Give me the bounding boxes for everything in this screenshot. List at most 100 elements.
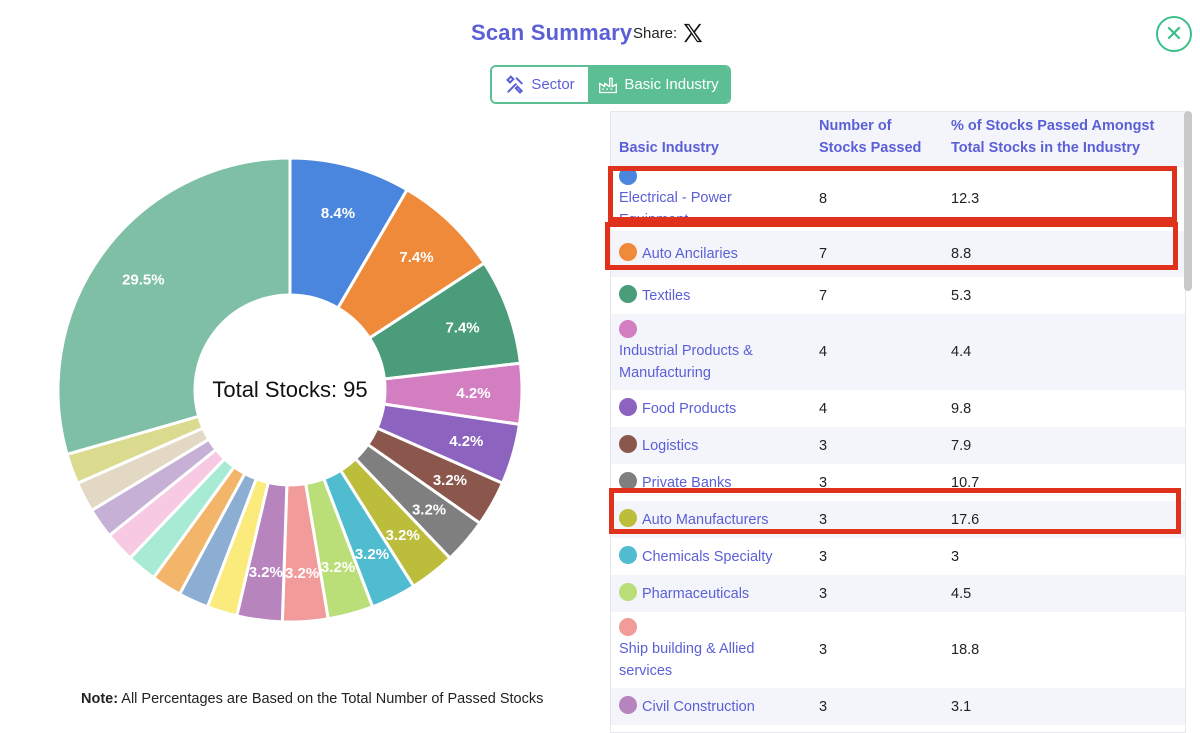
pct-cell: 7.9 bbox=[951, 437, 972, 454]
table-row[interactable]: Civil Construction 3 3.1 bbox=[611, 688, 1185, 725]
legend-dot bbox=[619, 618, 637, 636]
legend-dot bbox=[619, 284, 637, 303]
industry-name: Ship building & Allied services bbox=[619, 641, 755, 679]
industry-name: Electrical - Power Equipment bbox=[619, 190, 732, 228]
legend-dot bbox=[619, 167, 637, 185]
industry-cell[interactable]: Industrial Products & Manufacturing bbox=[611, 314, 811, 390]
header-count[interactable]: Number of Stocks Passed bbox=[811, 112, 943, 167]
table-row[interactable]: Food Products 4 9.8 bbox=[611, 390, 1185, 427]
table-row[interactable]: Auto Ancilaries 7 8.8 bbox=[611, 231, 1185, 277]
tab-sector[interactable]: Sector bbox=[492, 67, 588, 102]
industry-name: Industrial Products & Manufacturing bbox=[619, 343, 753, 381]
table-scrollbar[interactable] bbox=[1184, 111, 1192, 291]
industry-cell[interactable]: Civil Construction bbox=[611, 688, 811, 725]
count-cell: 7 bbox=[819, 287, 828, 304]
legend-dot bbox=[619, 582, 637, 601]
slice-label: 7.4% bbox=[445, 320, 479, 337]
slice-label: 4.2% bbox=[456, 385, 490, 402]
pie-slice[interactable] bbox=[56, 156, 292, 457]
pct-cell: 4.4 bbox=[951, 344, 972, 360]
header-pct[interactable]: % of Stocks Passed Amongst Total Stocks … bbox=[943, 112, 1185, 167]
industry-name: Auto Ancilaries bbox=[642, 246, 738, 262]
legend-dot bbox=[619, 508, 637, 527]
count-cell: 8 bbox=[819, 191, 828, 207]
share-label: Share: bbox=[633, 25, 678, 42]
chart-center-label: Total Stocks: 95 bbox=[212, 377, 367, 402]
pct-cell: 3 bbox=[951, 548, 960, 565]
table-row[interactable]: Private Banks 3 10.7 bbox=[611, 464, 1185, 501]
table-row[interactable]: Textiles 7 5.3 bbox=[611, 277, 1185, 314]
count-cell: 3 bbox=[819, 698, 828, 715]
slice-label: 3.2% bbox=[412, 502, 446, 519]
slice-label: 29.5% bbox=[122, 272, 165, 289]
header-industry[interactable]: Basic Industry bbox=[611, 112, 811, 167]
industry-name: Food Products bbox=[642, 400, 737, 417]
slice-label: 3.2% bbox=[285, 565, 319, 582]
table-row[interactable]: Ship building & Allied services 3 18.8 bbox=[611, 612, 1185, 688]
legend-dot bbox=[619, 397, 637, 416]
industry-cell[interactable]: Logistics bbox=[611, 427, 811, 464]
pct-cell: 17.6 bbox=[951, 511, 980, 528]
note-text: All Percentages are Based on the Total N… bbox=[118, 691, 544, 707]
note-label: Note: bbox=[81, 691, 119, 707]
slice-label: 3.2% bbox=[433, 472, 467, 489]
pct-cell: 10.7 bbox=[951, 474, 980, 491]
industry-name: Pharmaceuticals bbox=[642, 585, 750, 602]
legend-dot bbox=[619, 320, 637, 338]
industry-table: Basic Industry Number of Stocks Passed %… bbox=[610, 111, 1186, 733]
tools-icon bbox=[506, 74, 524, 94]
slice-label: 3.2% bbox=[321, 559, 355, 576]
table-row[interactable]: Auto Manufacturers 3 17.6 bbox=[611, 501, 1185, 538]
slice-label: 8.4% bbox=[321, 205, 355, 222]
count-cell: 3 bbox=[819, 642, 828, 658]
x-share-icon[interactable] bbox=[682, 22, 704, 44]
industry-name: Logistics bbox=[642, 437, 699, 454]
table-row[interactable]: Logistics 3 7.9 bbox=[611, 427, 1185, 464]
industry-cell[interactable]: Ship building & Allied services bbox=[611, 612, 811, 688]
tab-basic-industry-label: Basic Industry bbox=[624, 76, 719, 93]
donut-chart: 8.4%7.4%7.4%4.2%4.2%3.2%3.2%3.2%3.2%3.2%… bbox=[56, 156, 524, 624]
industry-cell[interactable]: Private Banks bbox=[611, 464, 811, 501]
industry-cell[interactable]: Chemicals Specialty bbox=[611, 538, 811, 575]
slice-label: 4.2% bbox=[449, 433, 483, 450]
count-cell: 3 bbox=[819, 585, 828, 602]
table-row[interactable]: Electrical - Power Equipment 8 12.3 bbox=[611, 167, 1185, 231]
pct-cell: 8.8 bbox=[951, 246, 972, 262]
industry-cell[interactable]: Pharmaceuticals bbox=[611, 575, 811, 612]
industry-cell[interactable]: Auto Ancilaries bbox=[611, 231, 811, 277]
page-title: Scan Summary bbox=[471, 20, 633, 45]
count-cell: 7 bbox=[819, 246, 828, 262]
slice-label: 3.2% bbox=[249, 564, 283, 581]
table-row[interactable]: Chemicals Specialty 3 3 bbox=[611, 538, 1185, 575]
legend-dot bbox=[619, 243, 637, 261]
legend-dot bbox=[619, 434, 637, 453]
legend-dot bbox=[619, 695, 637, 714]
table-row[interactable]: Pharmaceuticals 3 4.5 bbox=[611, 575, 1185, 612]
legend-dot bbox=[619, 471, 637, 490]
pct-cell: 4.5 bbox=[951, 585, 972, 602]
pct-cell: 3.1 bbox=[951, 698, 972, 715]
legend-dot bbox=[619, 545, 637, 564]
tab-basic-industry[interactable]: Basic Industry bbox=[588, 67, 729, 102]
table-row[interactable]: Industrial Products & Manufacturing 4 4.4 bbox=[611, 314, 1185, 390]
industry-name: Textiles bbox=[642, 287, 691, 304]
count-cell: 3 bbox=[819, 511, 828, 528]
close-button[interactable]: ✕ bbox=[1156, 16, 1192, 52]
tab-sector-label: Sector bbox=[531, 76, 575, 93]
industry-name: Civil Construction bbox=[642, 698, 755, 715]
slice-label: 7.4% bbox=[399, 249, 433, 266]
slice-label: 3.2% bbox=[386, 527, 420, 544]
pct-cell: 12.3 bbox=[951, 191, 980, 207]
industry-name: Chemicals Specialty bbox=[642, 548, 773, 565]
industry-cell[interactable]: Textiles bbox=[611, 277, 811, 314]
count-cell: 4 bbox=[819, 344, 828, 360]
industry-cell[interactable]: Food Products bbox=[611, 390, 811, 427]
industry-cell[interactable]: Auto Manufacturers bbox=[611, 501, 811, 538]
industry-name: Private Banks bbox=[642, 474, 732, 491]
note: Note: All Percentages are Based on the T… bbox=[81, 691, 543, 707]
pct-cell: 9.8 bbox=[951, 400, 972, 417]
factory-icon bbox=[599, 77, 618, 93]
industry-cell[interactable]: Electrical - Power Equipment bbox=[611, 167, 811, 231]
pct-cell: 5.3 bbox=[951, 287, 972, 304]
slice-label: 3.2% bbox=[355, 546, 389, 563]
